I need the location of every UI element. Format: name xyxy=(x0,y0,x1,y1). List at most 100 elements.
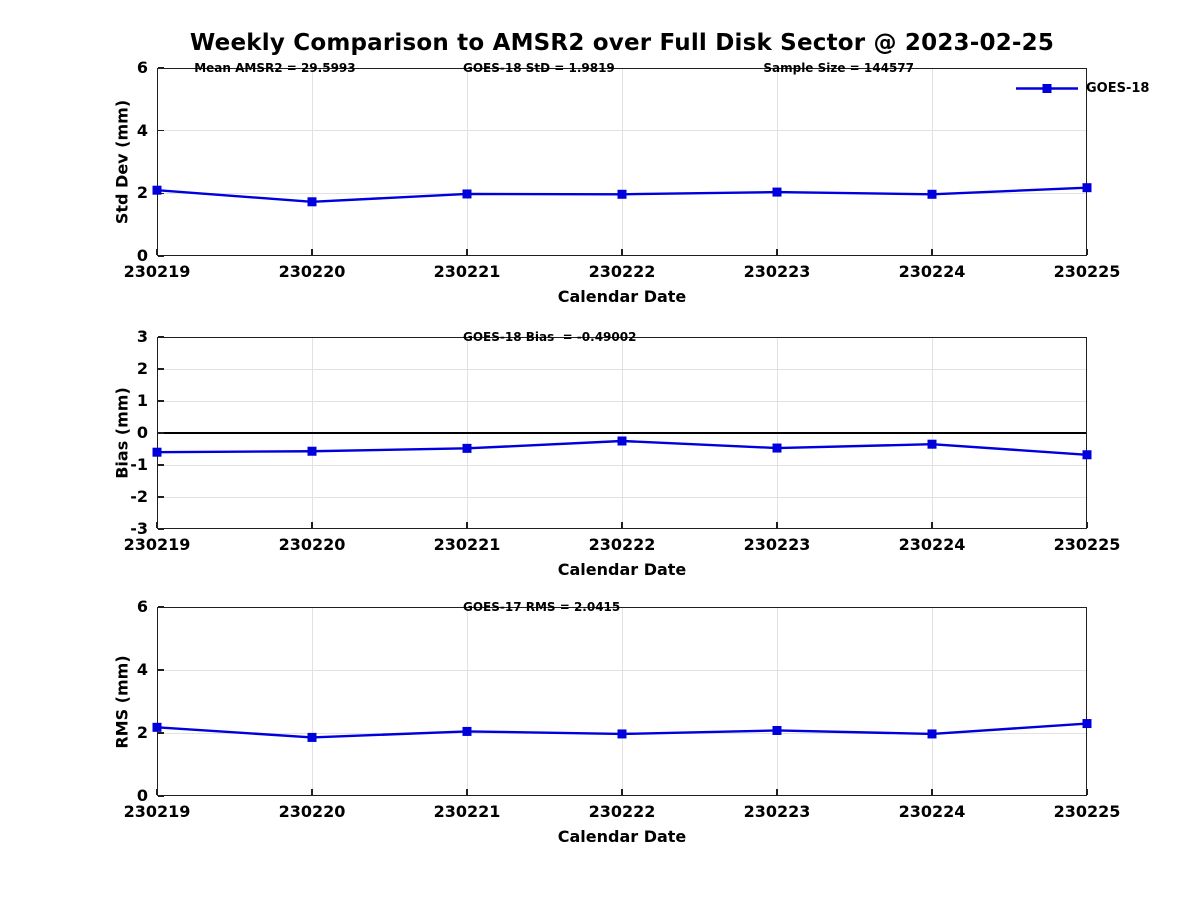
x-tick-label: 230223 xyxy=(743,262,811,281)
y-tick-label: 3 xyxy=(136,327,148,346)
tick-mark-x xyxy=(776,789,778,795)
x-tick-label: 230220 xyxy=(278,535,346,554)
data-point-marker xyxy=(772,187,782,197)
y-tick-label: 4 xyxy=(136,660,148,679)
tick-mark-x xyxy=(311,522,313,528)
y-tick-label: 6 xyxy=(136,597,148,616)
tick-mark-y xyxy=(158,464,164,466)
data-point-marker xyxy=(1082,450,1092,460)
gridline-y xyxy=(157,400,1087,402)
x-tick-label: 230223 xyxy=(743,535,811,554)
tick-mark-x xyxy=(621,249,623,255)
annotation-text: GOES-17 RMS = 2.0415 xyxy=(462,600,621,614)
data-point-marker xyxy=(772,725,782,735)
data-point-marker xyxy=(307,446,317,456)
x-tick-label: 230223 xyxy=(743,802,811,821)
x-tick-label: 230219 xyxy=(123,802,191,821)
y-tick-label: 2 xyxy=(136,359,148,378)
tick-mark-y xyxy=(158,795,164,797)
tick-mark-y xyxy=(158,130,164,132)
tick-mark-x xyxy=(776,249,778,255)
annotation-text: Sample Size = 144577 xyxy=(763,61,915,75)
gridline-x xyxy=(931,68,933,256)
gridline-y xyxy=(157,368,1087,370)
data-point-marker xyxy=(1082,183,1092,193)
x-tick-label: 230225 xyxy=(1053,262,1121,281)
x-tick-label: 230225 xyxy=(1053,802,1121,821)
tick-mark-x xyxy=(1086,789,1088,795)
data-point-marker xyxy=(462,443,472,453)
y-tick-label: 6 xyxy=(136,58,148,77)
x-tick-label: 230224 xyxy=(898,802,966,821)
tick-mark-y xyxy=(158,67,164,69)
data-point-marker xyxy=(152,447,162,457)
tick-mark-y xyxy=(158,528,164,530)
gridline-x xyxy=(776,607,778,796)
annotation-text: Mean AMSR2 = 29.5993 xyxy=(194,61,356,75)
y-tick-label: -1 xyxy=(130,455,148,474)
tick-mark-y xyxy=(158,432,164,434)
y-tick-label: 0 xyxy=(136,423,148,442)
tick-mark-x xyxy=(931,789,933,795)
tick-mark-x xyxy=(466,249,468,255)
series-plot-rms xyxy=(152,719,1092,742)
y-tick-label: 2 xyxy=(136,183,148,203)
annotation-text: GOES-18 Bias = -0.49002 xyxy=(462,330,637,344)
data-point-marker xyxy=(152,722,162,732)
tick-mark-y xyxy=(158,669,164,671)
tick-mark-x xyxy=(931,249,933,255)
legend-label: GOES-18 xyxy=(1086,80,1150,96)
tick-mark-x xyxy=(466,789,468,795)
x-tick-label: 230221 xyxy=(433,535,501,554)
tick-mark-x xyxy=(466,522,468,528)
data-point-marker xyxy=(617,189,627,199)
y-tick-label: 4 xyxy=(136,120,148,140)
y-tick-label: 1 xyxy=(136,391,148,410)
plot-rms xyxy=(157,607,1087,796)
tick-mark-y xyxy=(158,255,164,257)
data-point-marker xyxy=(617,436,627,446)
gridline-x xyxy=(776,68,778,256)
tick-mark-x xyxy=(311,249,313,255)
y-tick-label: -3 xyxy=(130,519,148,538)
tick-mark-y xyxy=(158,496,164,498)
tick-mark-x xyxy=(156,789,158,795)
x-tick-label: 230220 xyxy=(278,802,346,821)
series-plot-bias xyxy=(152,436,1092,460)
figure-title: Weekly Comparison to AMSR2 over Full Dis… xyxy=(189,30,1055,56)
tick-mark-x xyxy=(1086,522,1088,528)
tick-mark-x xyxy=(621,789,623,795)
legend-marker-icon xyxy=(1042,84,1052,93)
legend: GOES-18 xyxy=(1016,81,1149,96)
plot-bias xyxy=(157,337,1087,529)
y-tick-label: 0 xyxy=(136,246,148,265)
y-tick-label: -2 xyxy=(130,487,148,506)
tick-mark-x xyxy=(931,522,933,528)
x-tick-label: 230222 xyxy=(588,535,656,554)
y-axis-label: Std Dev (mm) xyxy=(112,99,132,225)
tick-mark-x xyxy=(621,522,623,528)
tick-mark-x xyxy=(311,789,313,795)
tick-mark-y xyxy=(158,400,164,402)
gridline-x xyxy=(311,68,313,256)
tick-mark-y xyxy=(158,368,164,370)
x-axis-label: Calendar Date xyxy=(557,827,687,846)
gridline-y xyxy=(157,496,1087,498)
data-point-marker xyxy=(772,443,782,453)
x-tick-label: 230219 xyxy=(123,535,191,554)
tick-mark-x xyxy=(776,522,778,528)
gridline-x xyxy=(931,607,933,796)
gridline-x xyxy=(621,607,623,796)
y-tick-label: 2 xyxy=(136,723,148,742)
data-point-marker xyxy=(927,189,937,199)
data-point-marker xyxy=(307,197,317,207)
legend-line-sample xyxy=(1016,84,1078,93)
data-point-marker xyxy=(927,729,937,739)
x-tick-label: 230224 xyxy=(898,262,966,281)
data-point-marker xyxy=(307,732,317,742)
x-tick-label: 230225 xyxy=(1053,535,1121,554)
annotation-text: GOES-18 StD = 1.9819 xyxy=(462,61,615,75)
y-tick-label: 0 xyxy=(136,786,148,805)
tick-mark-y xyxy=(158,336,164,338)
